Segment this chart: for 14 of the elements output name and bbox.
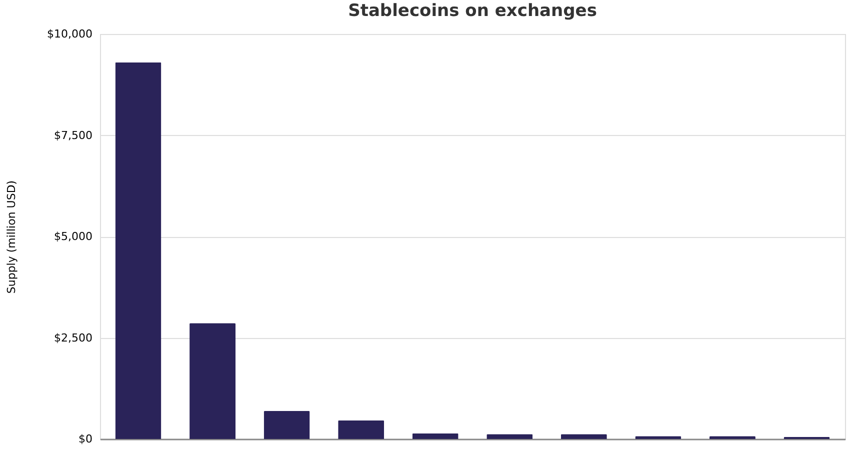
- y-tick-label: $5,000: [54, 230, 92, 243]
- bar: [412, 433, 458, 439]
- bar: [338, 420, 384, 439]
- bar: [264, 411, 310, 439]
- bar: [190, 323, 236, 439]
- y-tick-label: $7,500: [54, 128, 92, 142]
- y-tick-label: $0: [78, 432, 92, 446]
- bar: [115, 62, 162, 439]
- bar: [560, 434, 607, 439]
- bar: [486, 434, 533, 439]
- y-tick-label: $2,500: [54, 331, 92, 344]
- y-tick-label: $10,000: [47, 28, 92, 40]
- y-axis-title: Supply (million USD): [5, 180, 18, 294]
- chart-title: Stablecoins on exchanges: [348, 1, 597, 21]
